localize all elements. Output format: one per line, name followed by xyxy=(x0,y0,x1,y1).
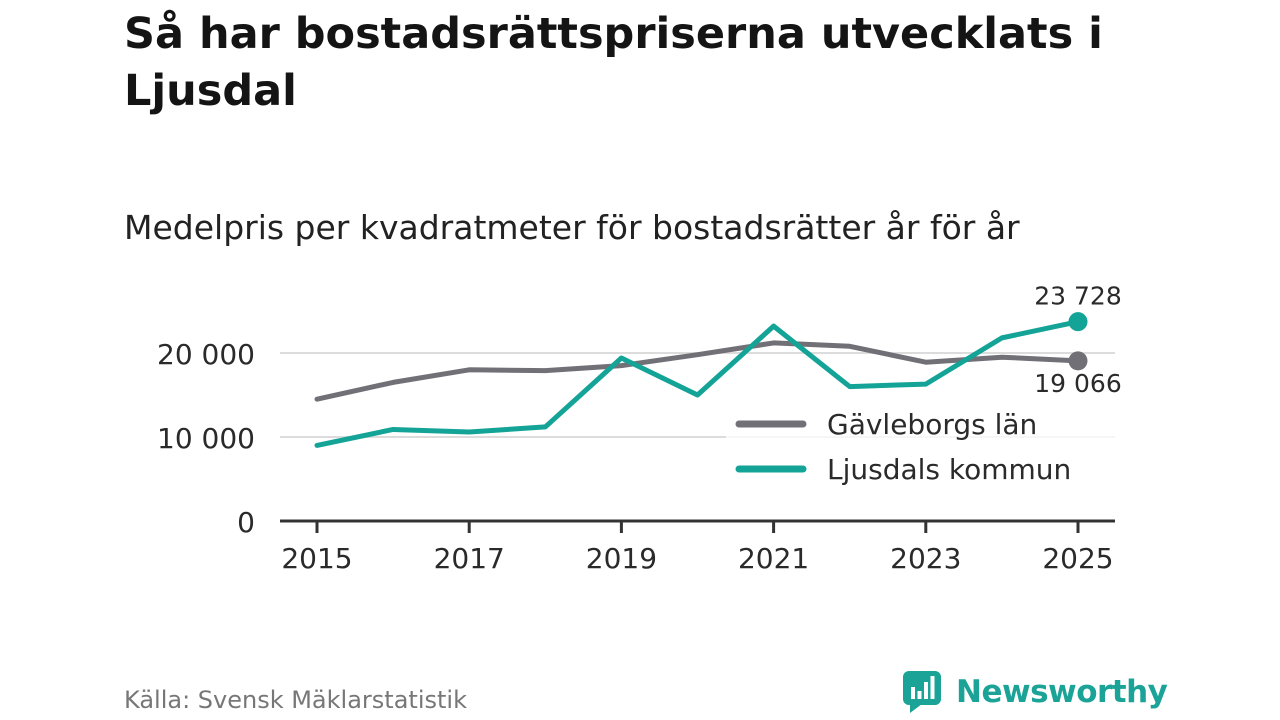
legend-label: Ljusdals kommun xyxy=(827,453,1071,486)
legend: Gävleborgs län Ljusdals kommun xyxy=(726,400,1116,496)
y-tick-label: 10 000 xyxy=(157,422,255,455)
data-labels: 19 066 23 728 xyxy=(1034,282,1121,398)
end-value-label: 23 728 xyxy=(1034,282,1121,311)
y-tick-label: 20 000 xyxy=(157,338,255,371)
line-chart: 0 10 000 20 000 2015 2017 2019 2021 2023 2025 19… xyxy=(0,0,1280,720)
x-tick-label: 2021 xyxy=(738,542,809,575)
x-tick-label: 2025 xyxy=(1042,542,1113,575)
x-tick-label: 2023 xyxy=(890,542,961,575)
series-endpoint-1 xyxy=(1069,312,1088,331)
y-tick-label: 0 xyxy=(237,506,255,539)
x-tick-label: 2019 xyxy=(586,542,657,575)
x-tick-label: 2017 xyxy=(434,542,505,575)
x-tick-label: 2015 xyxy=(281,542,352,575)
brand-name: Newsworthy xyxy=(956,674,1167,710)
series-line-0 xyxy=(317,343,1078,399)
newsworthy-logo-icon xyxy=(902,670,942,714)
source-note: Källa: Svensk Mäklarstatistik xyxy=(124,686,467,714)
series-endpoint-0 xyxy=(1069,351,1088,370)
legend-label: Gävleborgs län xyxy=(827,408,1037,441)
end-value-label: 19 066 xyxy=(1034,369,1121,398)
newsworthy-logo[interactable]: Newsworthy xyxy=(902,670,1167,714)
